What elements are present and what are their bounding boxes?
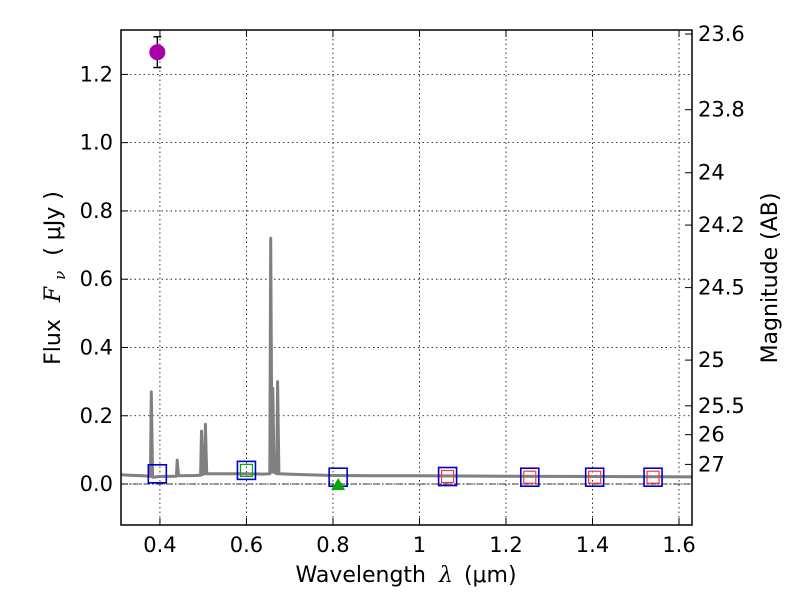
- model-photometry-point: [519, 467, 540, 488]
- mag-tick-label: 24: [698, 161, 725, 185]
- green-photometry-point: [239, 463, 254, 477]
- ticks: 0.4 0.6 0.8 1 1.2 1.4 1.6 0.0 0.2 0.4 0.6 0.8 1.0 1.2…: [80, 22, 745, 557]
- observed-photometry-point: [440, 469, 455, 484]
- model-photometry-point: [437, 466, 458, 487]
- x-tick-label: 0.4: [143, 533, 176, 557]
- plot-frame: [120, 29, 693, 526]
- observed-photometry-point: [588, 470, 602, 484]
- y-tick-label: 0.6: [80, 267, 113, 291]
- x-tick-label: 0.8: [316, 533, 349, 557]
- x-tick-label: 0.6: [230, 533, 263, 557]
- mag-tick-label: 25.5: [698, 394, 745, 418]
- mag-tick-label: 24.2: [698, 213, 745, 237]
- upper-limit-point: [331, 478, 346, 491]
- mag-tick-label: 23.8: [698, 98, 745, 122]
- mag-tick-label: 23.6: [698, 22, 745, 46]
- y-tick-label: 1.2: [80, 62, 113, 86]
- x-tick-label: 1.2: [489, 533, 522, 557]
- plot-background: [121, 30, 692, 525]
- x-tick-label: 1.6: [662, 533, 695, 557]
- x-tick-label: 1.4: [576, 533, 609, 557]
- detection-point: [149, 44, 166, 61]
- model-photometry-point: [584, 467, 605, 488]
- y2-axis-label: Magnitude (AB): [758, 193, 783, 364]
- spectrum-series: [120, 236, 693, 479]
- mag-tick-label: 26: [698, 423, 725, 447]
- model-photometry-point: [643, 467, 663, 488]
- mag-tick-label: 24.5: [698, 276, 745, 300]
- observed-photometry-point: [646, 470, 660, 484]
- model-photometry-point: [147, 463, 168, 484]
- x-axis-label: Wavelength λ (μm): [295, 563, 516, 588]
- y-tick-label: 0.4: [80, 335, 113, 359]
- model-photometry-point: [236, 460, 257, 481]
- mag-tick-label: 25: [698, 348, 725, 372]
- y-tick-label: 0.8: [80, 199, 113, 223]
- y-tick-label: 0.2: [80, 404, 113, 428]
- data-marks: [147, 36, 663, 491]
- observed-photometry-point: [523, 470, 537, 484]
- y-axis-label: Flux F ν ( μJy ): [41, 191, 71, 365]
- y-tick-label: 0.0: [80, 472, 113, 496]
- mag-tick-label: 27: [698, 452, 725, 476]
- grid: [121, 30, 692, 525]
- y-tick-label: 1.0: [80, 131, 113, 155]
- x-tick-label: 1: [413, 533, 426, 557]
